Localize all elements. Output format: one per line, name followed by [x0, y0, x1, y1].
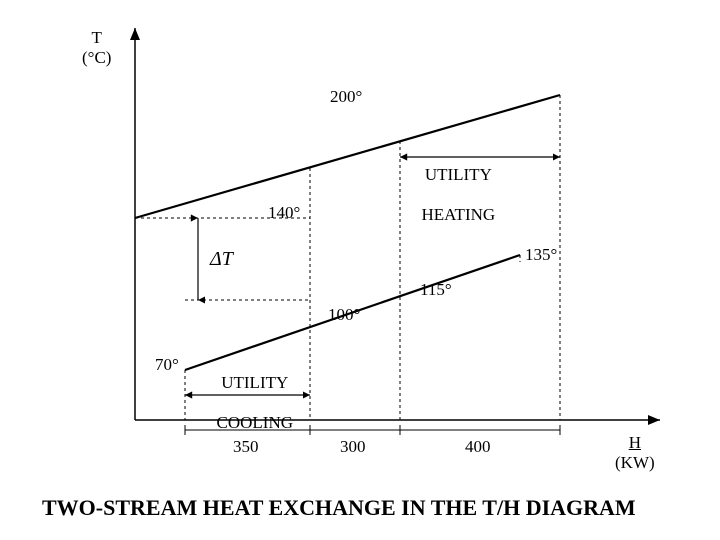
- temp-100: 100°: [328, 305, 360, 325]
- delta-t-label: ΔT: [210, 248, 233, 271]
- diagram-svg: [0, 0, 720, 540]
- xtick-350: 350: [233, 437, 259, 457]
- temp-115: 115°: [420, 280, 452, 300]
- y-axis-title-l2: (°C): [82, 48, 111, 67]
- figure-caption: TWO-STREAM HEAT EXCHANGE IN THE T/H DIAG…: [42, 495, 636, 521]
- y-axis-arrow: [130, 28, 140, 40]
- utility-cooling-l2: COOLING: [217, 413, 294, 432]
- utility-heating-l2: HEATING: [422, 205, 496, 224]
- utility-heating-l1: UTILITY: [425, 165, 492, 184]
- x-axis-title-l1: H: [629, 433, 641, 452]
- temp-200: 200°: [330, 87, 362, 107]
- y-axis-title-l1: T: [92, 28, 102, 47]
- utility-cooling-l1: UTILITY: [221, 373, 288, 392]
- x-axis-title-l2: (KW): [615, 453, 655, 472]
- temp-135: 135°: [525, 245, 557, 265]
- x-axis-title: H (KW): [615, 433, 655, 473]
- y-axis-title: T (°C): [82, 28, 111, 68]
- th-diagram: T (°C) H (KW) 200° 140° 135° 115° 100° 7…: [0, 0, 720, 540]
- temp-140: 140°: [268, 203, 300, 223]
- utility-cooling-label: UTILITY COOLING: [208, 353, 293, 433]
- xtick-300: 300: [340, 437, 366, 457]
- xtick-400: 400: [465, 437, 491, 457]
- x-axis-arrow: [648, 415, 660, 425]
- temp-70: 70°: [155, 355, 179, 375]
- utility-heating-label: UTILITY HEATING: [413, 145, 495, 225]
